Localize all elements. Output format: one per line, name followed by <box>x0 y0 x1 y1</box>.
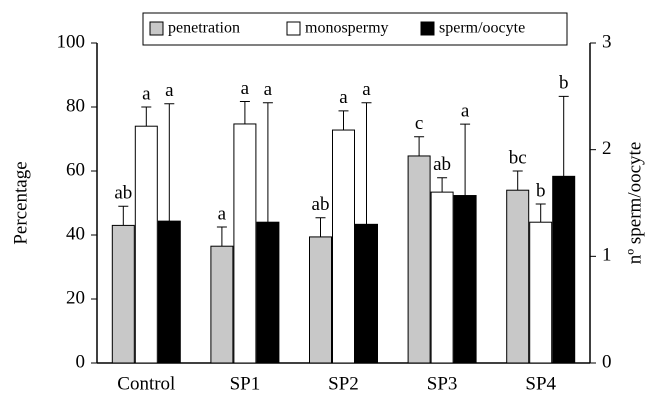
y-tick-label: 100 <box>57 31 86 52</box>
y-tick-label: 80 <box>66 95 85 116</box>
y2-tick-label: 2 <box>602 138 612 159</box>
error-bar <box>437 177 448 193</box>
bar <box>309 236 332 364</box>
error-bar <box>118 205 129 226</box>
bar <box>256 221 280 364</box>
significance-letter: a <box>339 87 348 108</box>
error-bar <box>414 136 425 156</box>
legend-label: sperm/oocyte <box>439 20 525 37</box>
legend-swatch <box>420 21 435 36</box>
y-axis-label: Percentage <box>10 161 31 244</box>
error-bar <box>141 106 152 127</box>
bar <box>157 220 181 364</box>
bar <box>453 195 477 364</box>
error-bar <box>338 110 349 131</box>
significance-letter: ab <box>433 154 451 175</box>
error-bar <box>558 95 569 177</box>
significance-letter: a <box>218 203 227 224</box>
error-bar <box>460 123 471 196</box>
bar <box>233 123 257 364</box>
bar <box>332 129 355 364</box>
legend-box <box>142 12 568 46</box>
bar <box>529 221 553 364</box>
bar <box>134 125 158 364</box>
legend-swatch <box>286 21 301 36</box>
error-bar <box>512 170 523 191</box>
x-tick-label: SP3 <box>427 373 458 394</box>
x-tick-label: SP2 <box>328 373 359 394</box>
bar <box>210 245 234 364</box>
bar <box>430 191 454 364</box>
bar <box>355 223 378 364</box>
significance-letter: a <box>264 79 273 100</box>
error-bar <box>361 102 372 225</box>
x-tick-label: SP1 <box>230 373 261 394</box>
y-tick-label: 40 <box>66 223 85 244</box>
y2-tick-label: 1 <box>602 245 612 266</box>
y2-axis-label: nº sperm/oocyte <box>624 142 645 265</box>
y2-tick-label: 3 <box>602 31 612 52</box>
x-tick-label: Control <box>117 373 175 394</box>
error-bar <box>535 203 546 223</box>
y-tick-label: 60 <box>66 159 85 180</box>
y2-tick-label: 0 <box>602 351 612 372</box>
x-tick-label: SP4 <box>525 373 556 394</box>
significance-letter: a <box>165 80 174 101</box>
error-bar <box>315 217 326 237</box>
significance-letter: a <box>142 83 151 104</box>
significance-letter: a <box>461 100 470 121</box>
bar <box>111 224 135 364</box>
bar <box>506 189 530 364</box>
bar <box>407 155 431 364</box>
legend-label: monospermy <box>305 20 389 37</box>
significance-letter: b <box>536 180 546 201</box>
significance-letter: ab <box>114 183 132 204</box>
error-bar <box>239 101 250 124</box>
significance-letter: a <box>241 78 250 99</box>
bar <box>552 175 576 364</box>
significance-letter: bc <box>509 147 527 168</box>
error-bar <box>262 102 273 223</box>
y-tick-label: 20 <box>66 287 85 308</box>
error-bar <box>216 226 227 247</box>
significance-letter: ab <box>312 194 330 215</box>
significance-letter: b <box>559 73 569 94</box>
legend-swatch <box>149 21 164 36</box>
significance-letter: c <box>415 113 423 134</box>
error-bar <box>164 103 175 222</box>
y-tick-label: 0 <box>76 351 86 372</box>
legend-label: penetration <box>168 20 240 37</box>
significance-letter: a <box>362 79 371 100</box>
